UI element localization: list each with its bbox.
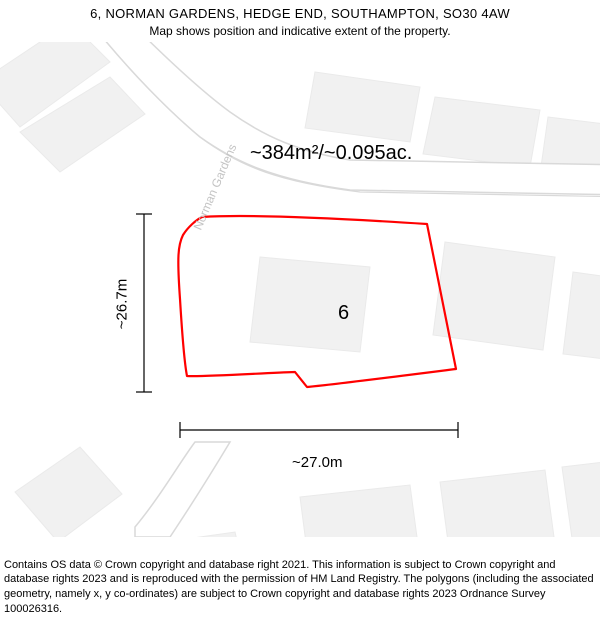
map-area: ~384m²/~0.095ac. 6 Norman Gardens ~26.7m…: [0, 42, 600, 537]
copyright-footer: Contains OS data © Crown copyright and d…: [4, 558, 596, 617]
subtitle: Map shows position and indicative extent…: [0, 24, 600, 38]
area-label: ~384m²/~0.095ac.: [250, 142, 412, 165]
vertical-dimension-label: ~26.7m: [114, 279, 131, 329]
horizontal-dimension-label: ~27.0m: [292, 454, 342, 471]
address-title: 6, NORMAN GARDENS, HEDGE END, SOUTHAMPTO…: [0, 6, 600, 21]
page-container: 6, NORMAN GARDENS, HEDGE END, SOUTHAMPTO…: [0, 0, 600, 625]
house-number-label: 6: [338, 302, 349, 325]
